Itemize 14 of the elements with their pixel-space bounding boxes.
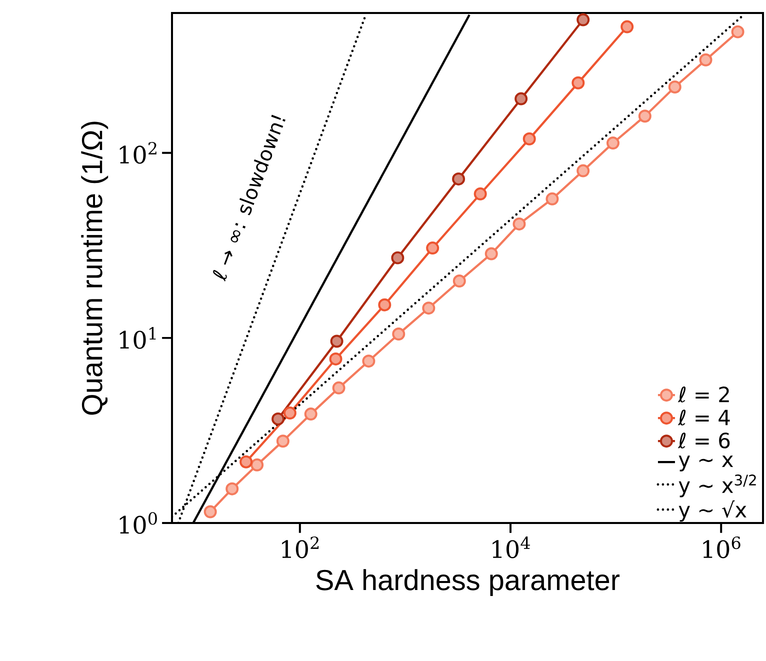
x-tick-label: 10$^{6}$ bbox=[703, 536, 740, 558]
legend-label: ℓ = 6 bbox=[678, 432, 730, 448]
y-tick-label: 10$^{0}$ bbox=[120, 512, 157, 534]
legend-label: y ∼ √x bbox=[678, 500, 746, 522]
x-axis-title: SA hardness parameter bbox=[316, 569, 620, 596]
y-axis-title: Quantum runtime (1/Ω) bbox=[81, 122, 108, 415]
legend-label: ℓ = 2 bbox=[678, 386, 729, 402]
x-tick-label: 10$^{2}$ bbox=[282, 536, 319, 558]
legend-label: y ∼ x bbox=[678, 456, 734, 472]
legend-label: ℓ = 4 bbox=[678, 410, 730, 426]
legend-label: y ∼ x$^{3/2}$ bbox=[678, 474, 756, 498]
x-tick-label: 10$^{4}$ bbox=[492, 536, 530, 558]
y-tick-label: 10$^{2}$ bbox=[120, 142, 156, 164]
y-tick-label: 10$^{1}$ bbox=[120, 327, 156, 349]
